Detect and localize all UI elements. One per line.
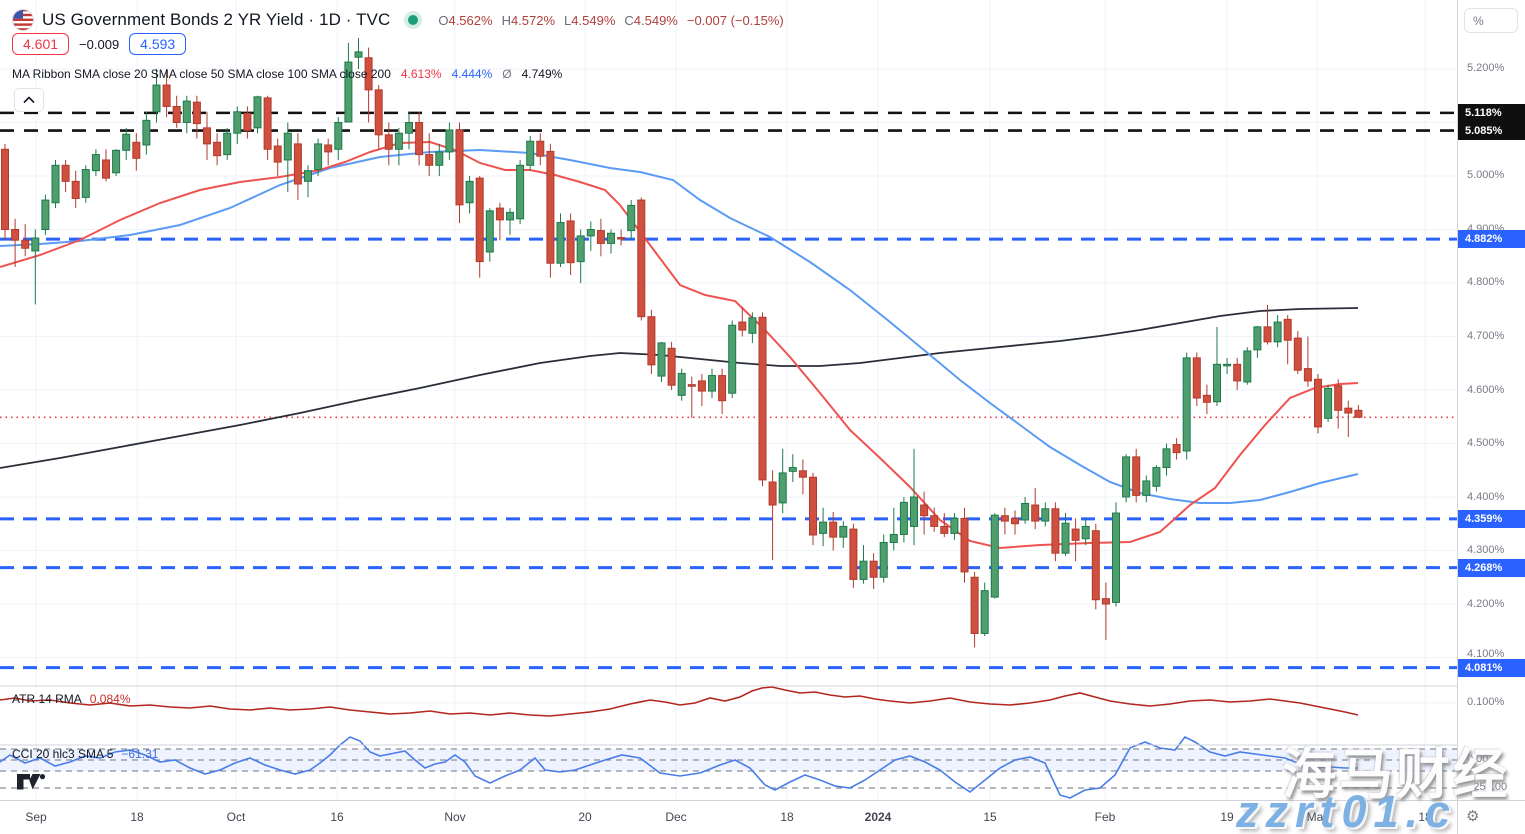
time-axis-label: 20 bbox=[578, 810, 592, 824]
symbol-header[interactable]: US Government Bonds 2 YR Yield · 1D · TV… bbox=[12, 7, 784, 33]
low-price-button[interactable]: 4.593 bbox=[129, 33, 187, 55]
ma-slow-value: 4.749% bbox=[521, 67, 563, 81]
symbol-title[interactable]: US Government Bonds 2 YR Yield · 1D · TV… bbox=[42, 10, 391, 29]
ma-ribbon-label[interactable]: MA Ribbon SMA close 20 SMA close 50 SMA … bbox=[12, 67, 391, 81]
ma-null-symbol: Ø bbox=[502, 67, 512, 81]
time-axis-label: Oct bbox=[226, 810, 246, 824]
atr-value: 0.084% bbox=[89, 692, 131, 706]
time-axis-label: 18 bbox=[780, 810, 794, 824]
time-axis-label: 19 bbox=[1220, 810, 1234, 824]
price-level-tag[interactable]: 5.118% bbox=[1458, 104, 1525, 122]
axis-corner bbox=[1457, 800, 1525, 834]
time-axis-label: Feb bbox=[1094, 810, 1116, 824]
time-axis-label: 18 bbox=[1418, 810, 1432, 824]
range-change-label: −0.009 bbox=[79, 36, 120, 52]
price-level-tag[interactable]: 4.882% bbox=[1458, 230, 1525, 248]
price-level-tag[interactable]: 4.268% bbox=[1458, 559, 1525, 577]
us-flag-icon bbox=[12, 9, 34, 31]
time-axis-label: Mar bbox=[1306, 810, 1328, 824]
tradingview-logo[interactable] bbox=[16, 772, 46, 796]
time-axis-label: Nov bbox=[444, 810, 466, 824]
time-axis-label: Dec bbox=[665, 810, 687, 824]
price-axis-label: −250.00 bbox=[1467, 781, 1508, 793]
time-axis-label: 2024 bbox=[864, 810, 892, 824]
price-range-row: 4.601 −0.009 4.593 bbox=[12, 33, 187, 55]
time-axis-label: 18 bbox=[130, 810, 144, 824]
price-axis-label: 4.200% bbox=[1467, 598, 1505, 610]
price-axis-label: 4.400% bbox=[1467, 491, 1505, 503]
price-level-tag[interactable]: 4.359% bbox=[1458, 510, 1525, 528]
axis-settings-gear-icon[interactable]: ⚙ bbox=[1466, 808, 1480, 825]
atr-legend[interactable]: ATR 14 RMA 0.084% bbox=[12, 692, 131, 706]
price-axis-label: 0.100% bbox=[1467, 696, 1505, 708]
high-price-button[interactable]: 4.601 bbox=[12, 33, 70, 55]
ohlc-values: O4.562% H4.572% L4.549% C4.549% −0.007 (… bbox=[438, 12, 784, 28]
price-axis-label: 4.700% bbox=[1467, 330, 1505, 342]
price-axis-label: 4.300% bbox=[1467, 544, 1505, 556]
price-level-tag[interactable]: 5.085% bbox=[1458, 122, 1525, 140]
chevron-up-icon bbox=[23, 96, 35, 104]
cci-value: −61.31 bbox=[121, 747, 159, 761]
time-axis[interactable]: Sep 18 Oct 16 Nov 20 Dec 18 2024 15 Feb 19 Mar 18 bbox=[0, 800, 1457, 834]
price-axis[interactable]: 5.200% 5.000% 4.900% 4.800% 4.700% 4.600% 4.50… bbox=[1457, 0, 1525, 800]
price-axis-label: 4.100% bbox=[1467, 648, 1505, 660]
time-axis-label: Sep bbox=[25, 810, 47, 824]
time-axis-label: 15 bbox=[983, 810, 997, 824]
market-status-dot[interactable] bbox=[408, 15, 419, 25]
price-axis-label: 4.600% bbox=[1467, 384, 1505, 396]
percent-scale-button[interactable]: % bbox=[1464, 8, 1518, 33]
change-value: −0.007 (−0.15%) bbox=[686, 12, 784, 28]
chart-canvas[interactable] bbox=[0, 0, 1457, 800]
price-level-tag[interactable]: 4.081% bbox=[1458, 659, 1525, 677]
price-axis-label: 5.000% bbox=[1467, 169, 1505, 181]
price-axis-label: 5.200% bbox=[1467, 62, 1505, 74]
price-axis-label: 4.800% bbox=[1467, 276, 1505, 288]
ma-fast-value: 4.613% bbox=[400, 67, 442, 81]
cci-legend[interactable]: CCI 20 hlc3 SMA 5 −61.31 bbox=[12, 747, 158, 761]
price-axis-label: 0.00 bbox=[1467, 753, 1489, 765]
ma-ribbon-legend[interactable]: MA Ribbon SMA close 20 SMA close 50 SMA … bbox=[12, 67, 562, 81]
atr-label[interactable]: ATR 14 RMA bbox=[12, 692, 82, 706]
cci-label[interactable]: CCI 20 hlc3 SMA 5 bbox=[12, 747, 114, 761]
collapse-legend-button[interactable] bbox=[14, 88, 44, 112]
ma-mid-value: 4.444% bbox=[451, 67, 493, 81]
time-axis-label: 16 bbox=[330, 810, 344, 824]
price-axis-label: 4.500% bbox=[1467, 437, 1505, 449]
